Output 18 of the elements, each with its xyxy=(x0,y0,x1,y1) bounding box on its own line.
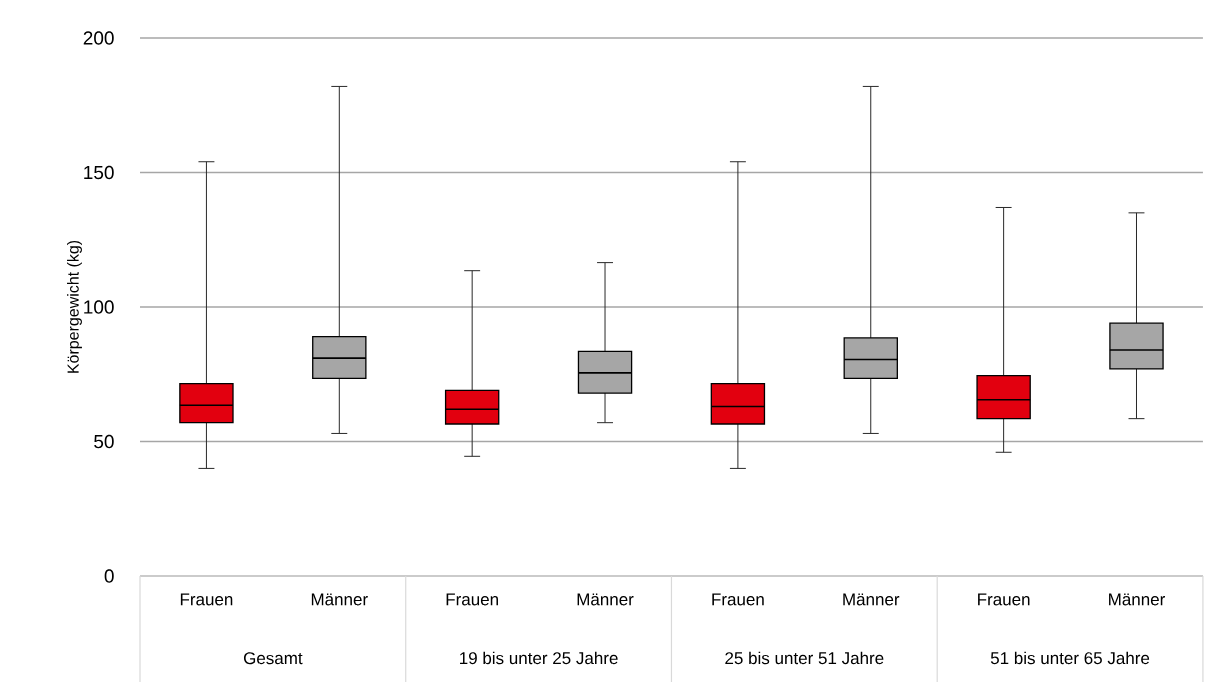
x-tick-label: Frauen xyxy=(180,593,233,606)
x-tick-label: Männer xyxy=(577,593,634,606)
x-tick-label: Frauen xyxy=(712,593,764,606)
text: 51 bis unter 65 Jahre xyxy=(990,651,1150,665)
y-tick-label: 100 xyxy=(84,300,114,314)
x-tick-label: Frauen xyxy=(446,593,498,606)
x-tick-label: Frauen xyxy=(978,593,1030,606)
y-tick-label: 50 xyxy=(94,434,114,449)
y-axis-title: Körpergewicht (kg) xyxy=(67,240,82,373)
text: 19 bis unter 25 Jahre xyxy=(460,651,618,665)
x-tick-label: Männer xyxy=(843,593,900,606)
y-tick-label: 0 xyxy=(104,569,114,583)
text: 25 bis unter 51 Jahre xyxy=(725,651,884,665)
text: Gesamt xyxy=(243,652,303,665)
y-tick-label: 150 xyxy=(84,165,114,180)
x-tick-label: Männer xyxy=(311,593,368,606)
y-tick-label: 200 xyxy=(83,31,114,45)
x-tick-label: Männer xyxy=(1109,593,1166,606)
